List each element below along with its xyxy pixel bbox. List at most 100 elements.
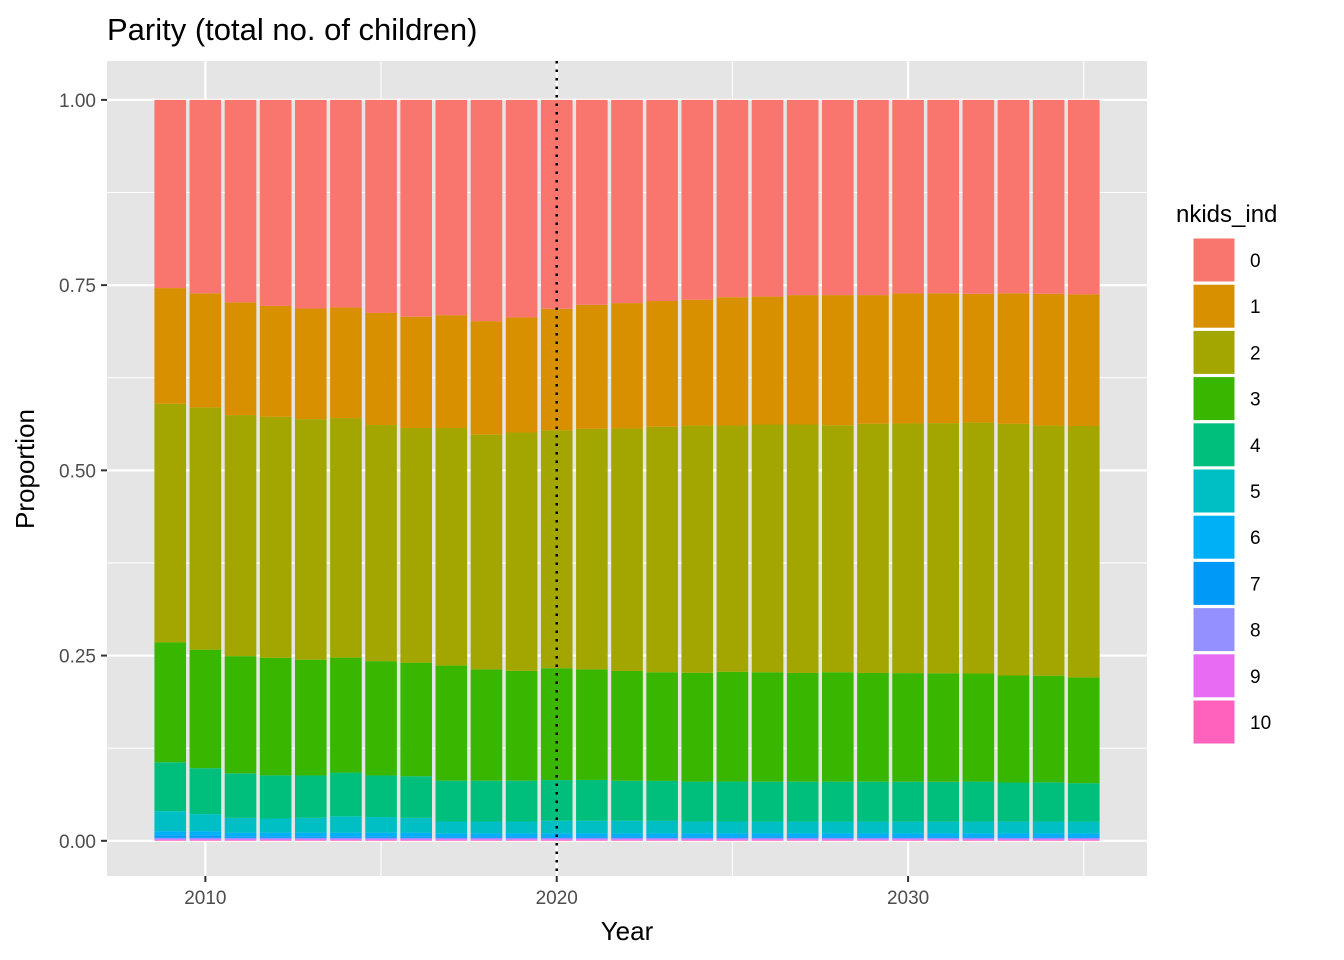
x-tick-label: 2020 xyxy=(536,888,578,909)
bar-segment xyxy=(962,837,995,840)
bar-segment xyxy=(681,672,714,782)
bar-segment xyxy=(400,840,432,841)
bar-segment xyxy=(822,840,854,841)
bar-segment xyxy=(927,837,960,840)
bar-segment xyxy=(997,840,1030,841)
bar-segment xyxy=(154,762,187,812)
bar-segment xyxy=(962,840,995,841)
bar-segment xyxy=(822,425,854,673)
bar-segment xyxy=(224,773,257,818)
bar-segment xyxy=(224,836,257,838)
bar-segment xyxy=(470,836,503,838)
bar-segment xyxy=(611,670,643,781)
bar-segment xyxy=(892,836,924,838)
bar-segment xyxy=(189,768,222,815)
bar-segment xyxy=(962,821,995,834)
bar-segment xyxy=(786,836,819,838)
bar-segment xyxy=(189,293,222,408)
bar-segment xyxy=(576,840,608,841)
bar-segment xyxy=(259,836,292,838)
bar-segment xyxy=(681,781,714,822)
bar-segment xyxy=(716,833,749,837)
bar-segment xyxy=(892,293,924,424)
bar-segment xyxy=(435,780,468,822)
bar-segment xyxy=(997,675,1030,783)
legend-key xyxy=(1192,283,1236,329)
legend-key xyxy=(1192,699,1236,745)
bar-segment xyxy=(786,821,819,834)
bar-segment xyxy=(1032,821,1065,834)
x-tick-label: 2030 xyxy=(887,888,929,909)
bar-segment xyxy=(857,672,889,782)
bar-segment xyxy=(751,839,784,841)
bar-segment xyxy=(927,836,960,838)
bar-segment xyxy=(576,779,608,821)
bar-segment xyxy=(1067,839,1100,841)
bar-segment xyxy=(400,817,432,833)
bar-segment xyxy=(330,657,362,773)
bar-segment xyxy=(857,423,889,673)
bar-segment xyxy=(751,99,784,297)
bar-segment xyxy=(330,839,362,841)
bar-segment xyxy=(435,665,468,781)
bar-segment xyxy=(365,832,397,837)
bar-segment xyxy=(189,649,222,769)
bar-segment xyxy=(857,839,889,841)
bar-segment xyxy=(154,839,187,841)
bar-segment xyxy=(1032,840,1065,841)
bar-segment xyxy=(646,426,678,673)
legend-key xyxy=(1192,376,1236,422)
bar-segment xyxy=(751,840,784,841)
bar-segment xyxy=(927,781,960,822)
legend-label: 1 xyxy=(1250,297,1261,318)
legend-key xyxy=(1192,468,1236,514)
bar-segment xyxy=(611,303,643,429)
bar-segment xyxy=(400,662,432,777)
bar-segment xyxy=(259,840,292,841)
bar-segment xyxy=(751,821,784,834)
bar-segment xyxy=(1032,425,1065,676)
bar-segment xyxy=(646,99,678,302)
bar-segment xyxy=(681,821,714,834)
bar-segment xyxy=(365,775,397,818)
bar-segment xyxy=(505,432,538,671)
chart-title: Parity (total no. of children) xyxy=(107,12,477,47)
bar-segment xyxy=(822,672,854,782)
bar-segment xyxy=(294,775,327,818)
bar-segment xyxy=(435,428,468,666)
bar-segment xyxy=(611,428,643,671)
bar-segment xyxy=(365,817,397,833)
bar-segment xyxy=(294,308,327,420)
bar-segment xyxy=(611,820,643,834)
bar-segment xyxy=(189,835,222,838)
bar-segment xyxy=(751,424,784,673)
bar-segment xyxy=(259,832,292,837)
bar-segment xyxy=(751,781,784,822)
bar-segment xyxy=(751,837,784,840)
bar-segment xyxy=(576,99,608,305)
bar-segment xyxy=(997,837,1030,840)
bar-segment xyxy=(716,671,749,782)
bar-segment xyxy=(435,836,468,838)
bar-segment xyxy=(540,308,573,431)
bar-segment xyxy=(154,837,187,840)
bar-segment xyxy=(576,669,608,780)
bar-segment xyxy=(189,839,222,841)
bar-segment xyxy=(400,428,432,663)
bar-segment xyxy=(294,419,327,660)
bar-segment xyxy=(576,428,608,670)
bar-segment xyxy=(997,782,1030,822)
bar-segment xyxy=(646,839,678,841)
bar-segment xyxy=(330,816,362,833)
bar-segment xyxy=(786,672,819,782)
legend-label: 7 xyxy=(1250,574,1261,595)
x-axis-title: Year xyxy=(601,916,654,946)
bar-segment xyxy=(154,831,187,836)
bar-segment xyxy=(294,832,327,837)
bar-segment xyxy=(505,317,538,433)
bar-segment xyxy=(154,835,187,838)
bar-segment xyxy=(681,299,714,426)
bar-segment xyxy=(646,672,678,781)
bar-segment xyxy=(470,780,503,822)
legend-label: 3 xyxy=(1250,390,1261,411)
